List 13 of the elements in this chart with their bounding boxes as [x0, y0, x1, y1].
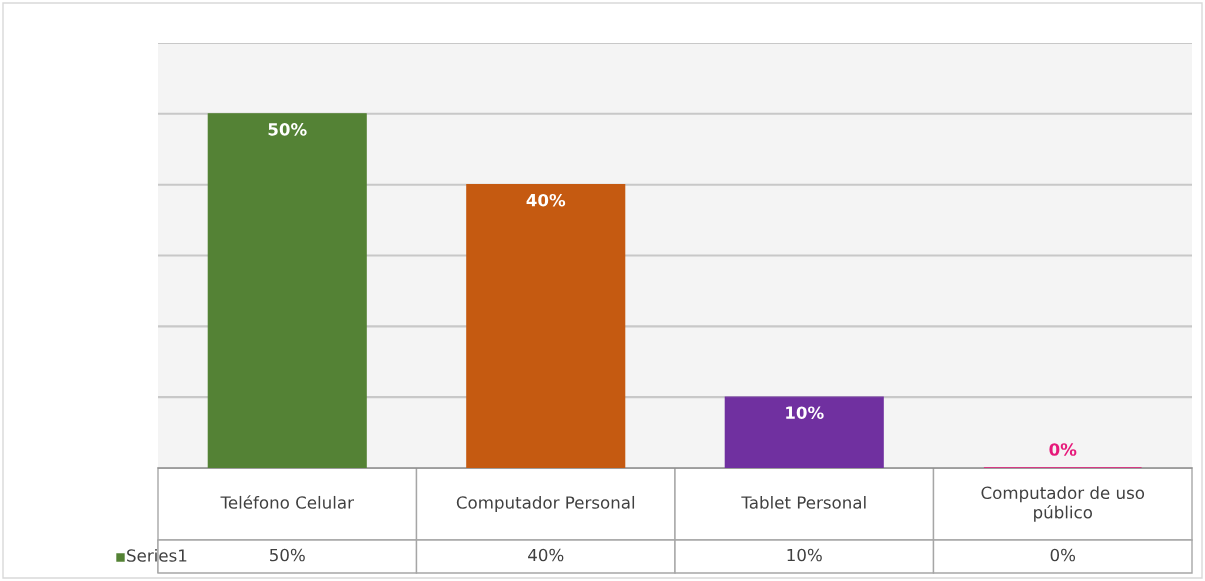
data-label: 50%: [270, 548, 305, 562]
text: 0%: [1049, 443, 1077, 456]
legend-label: Series1: [127, 548, 187, 562]
x-tick-label: Tablet Personal: [741, 495, 866, 509]
data-label: 0%: [1050, 548, 1076, 562]
x-tick-label: Computador de uso público: [981, 486, 1145, 522]
text: 40%: [526, 193, 566, 207]
text: 10%: [786, 406, 824, 419]
data-label: 40%: [528, 548, 564, 562]
x-tick-label: Computador Personal: [456, 495, 635, 513]
text: 50%: [268, 123, 307, 136]
data-label: 10%: [787, 548, 822, 562]
x-tick-label: Teléfono Celular: [220, 495, 354, 509]
